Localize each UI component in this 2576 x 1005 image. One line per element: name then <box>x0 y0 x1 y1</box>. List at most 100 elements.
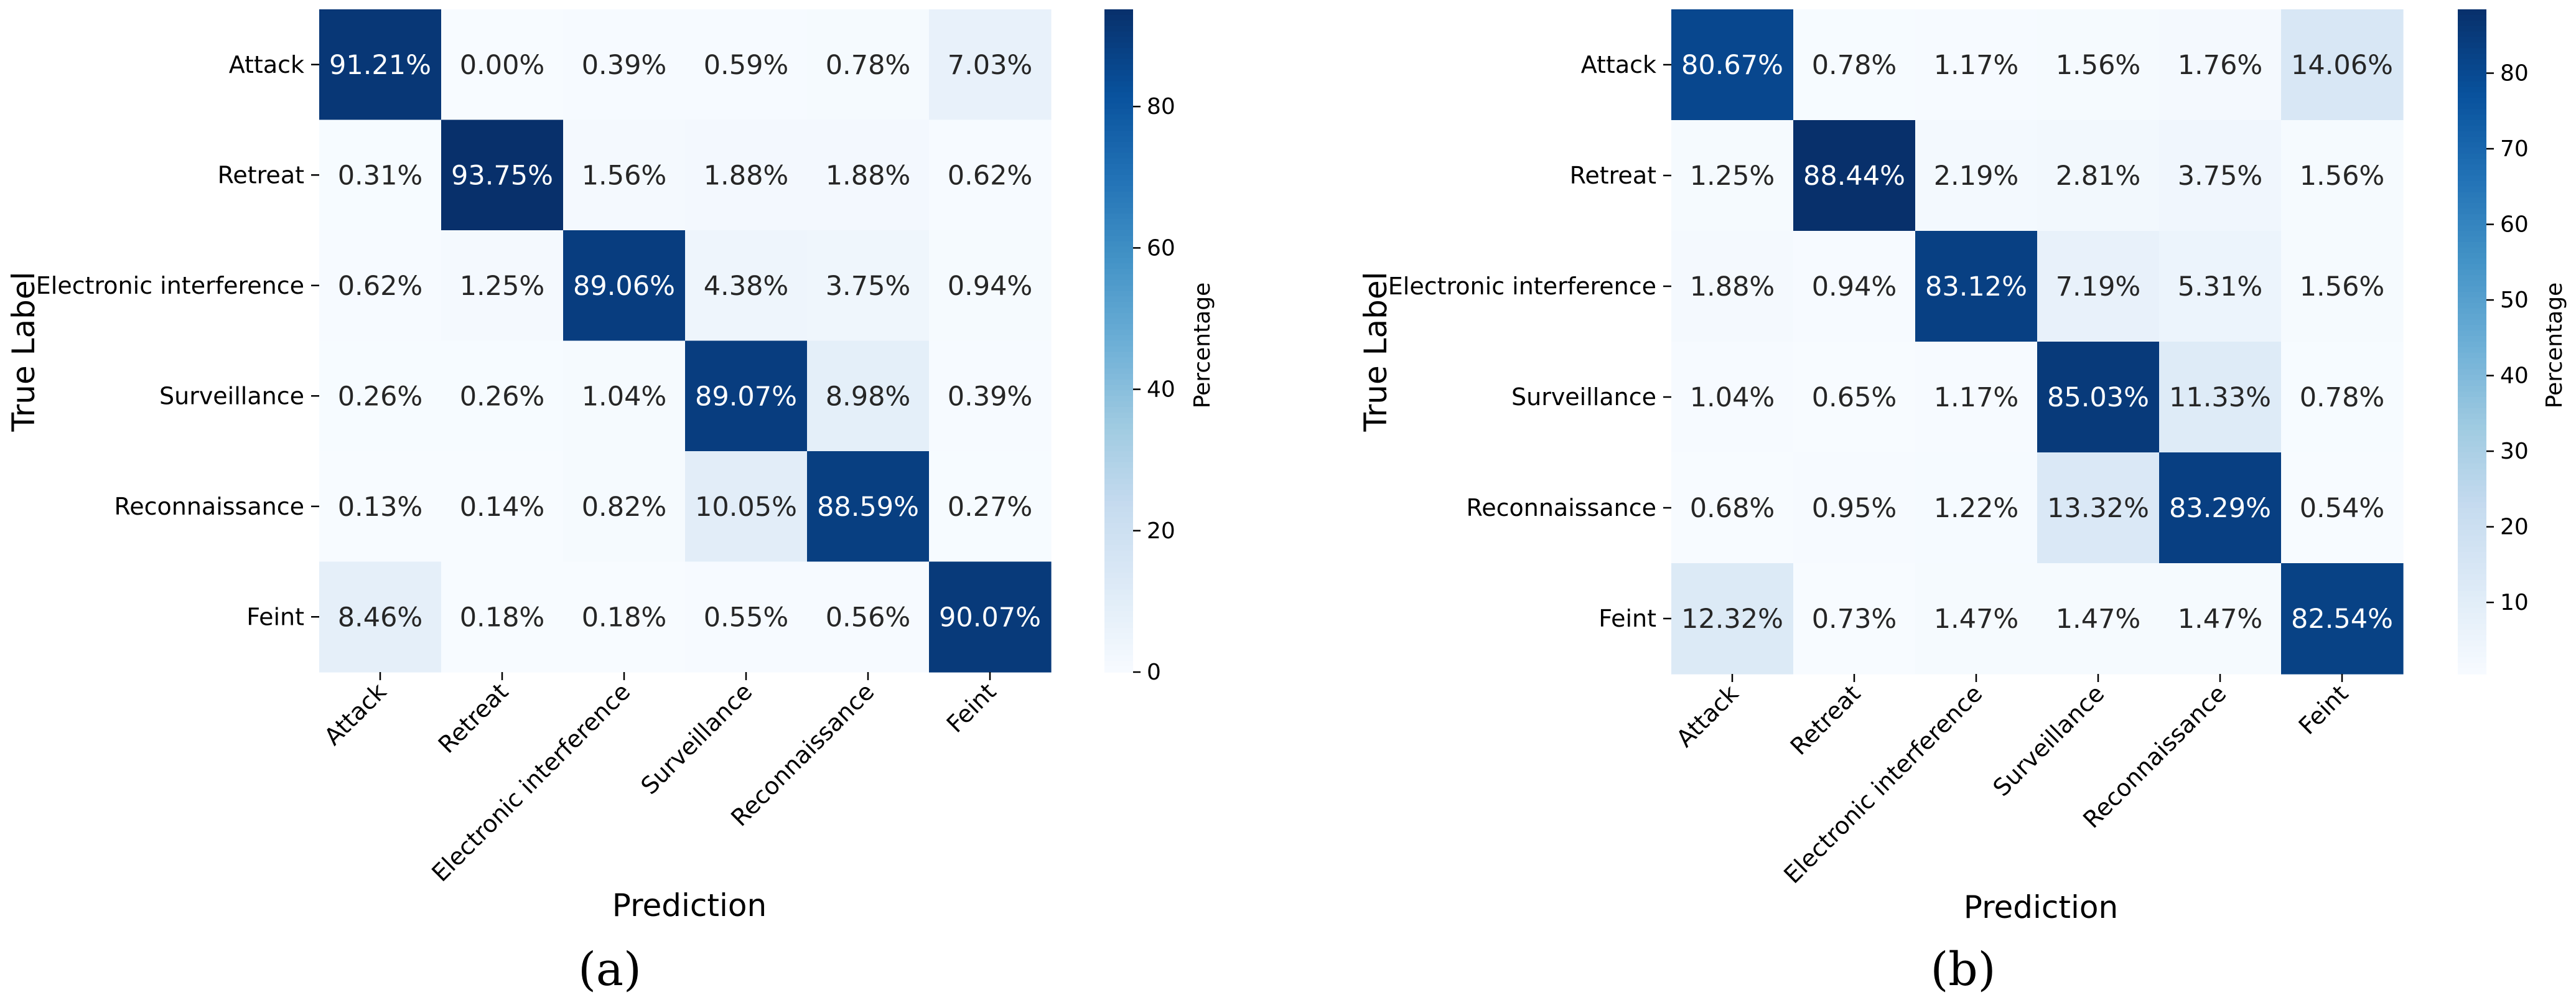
cell-value-labels: 80.67% 0.78% 1.17% 1.56% 1.76% 14.06% 1.25% 88.… <box>1681 50 2393 635</box>
colorbar-strip <box>1104 617 1133 623</box>
colorbar-strip <box>1104 202 1133 209</box>
heatmap-cell <box>2037 563 2160 675</box>
colorbar-strip <box>1104 500 1133 507</box>
colorbar-strip <box>2458 264 2486 271</box>
colorbar-strip <box>2458 302 2486 309</box>
colorbar-strip <box>2458 574 2486 581</box>
colorbar-strip <box>1104 561 1133 568</box>
colorbar-strip <box>1104 213 1133 220</box>
colorbar-strip <box>2458 613 2486 619</box>
colorbar-strip <box>1104 225 1133 231</box>
heatmap-cell <box>2159 563 2282 675</box>
y-axis-ticks: Attack Retreat Electronic interference Surv… <box>1388 51 1671 632</box>
colorbar-strip <box>1104 528 1133 535</box>
colorbar-strip <box>1104 230 1133 236</box>
cell-value-label: 0.18% <box>582 602 667 633</box>
colorbar: 10 20 30 40 50 60 70 80 Percentage <box>2458 9 2567 675</box>
cell-value-label: 1.17% <box>1934 382 2019 413</box>
y-tick-label-retreat: Retreat <box>1570 162 1656 189</box>
colorbar-strip <box>2458 480 2486 487</box>
colorbar-tick-label: 80 <box>1147 94 1175 119</box>
colorbar-strip <box>1104 556 1133 563</box>
colorbar-strip <box>2458 286 2486 292</box>
colorbar-strip <box>1104 418 1133 424</box>
heatmap-cell <box>929 230 1052 342</box>
colorbar-strip <box>2458 281 2486 287</box>
colorbar-strip <box>2458 65 2486 71</box>
colorbar-strip <box>1104 86 1133 93</box>
heatmap-cell <box>2159 231 2282 342</box>
colorbar-strip <box>2458 103 2486 110</box>
heatmap-cell <box>1915 231 2038 342</box>
heatmap-cell <box>319 230 442 342</box>
heatmap-cell <box>1671 342 1794 453</box>
heatmap-cell <box>319 9 442 121</box>
cell-value-label: 89.06% <box>573 271 675 302</box>
colorbar-strip <box>2458 668 2486 675</box>
colorbar-strip <box>2458 186 2486 193</box>
colorbar-strip <box>2458 424 2486 431</box>
cell-value-label: 1.56% <box>2300 161 2385 192</box>
colorbar-tick-label: 50 <box>2500 287 2529 313</box>
cell-value-label: 85.03% <box>2047 382 2149 413</box>
colorbar-strip <box>2458 325 2486 331</box>
heatmap-cell <box>929 119 1052 231</box>
cell-value-label: 0.31% <box>338 160 423 191</box>
colorbar-strip <box>2458 347 2486 353</box>
colorbar-label: Percentage <box>2542 283 2567 409</box>
colorbar-strip <box>1104 114 1133 121</box>
colorbar-strip <box>1104 506 1133 513</box>
colorbar-strip <box>1104 285 1133 292</box>
colorbar-strip <box>2458 164 2486 171</box>
heatmap-cell <box>685 119 808 231</box>
cell-value-label: 83.12% <box>1925 271 2027 302</box>
heatmap-cell <box>1793 342 1916 453</box>
colorbar-strip <box>1104 633 1133 640</box>
heatmap-cell <box>563 230 686 342</box>
colorbar-strip <box>1104 600 1133 607</box>
heatmap-cell <box>319 451 442 563</box>
colorbar-strip <box>1104 517 1133 524</box>
heatmap-cell <box>2037 231 2160 342</box>
colorbar-strip <box>1104 523 1133 530</box>
colorbar-strip <box>1104 655 1133 662</box>
colorbar-strip <box>1104 534 1133 540</box>
cell-value-label: 0.78% <box>1812 50 1897 81</box>
colorbar-strip <box>2458 241 2486 248</box>
colorbar-strip <box>1104 186 1133 192</box>
colorbar-strip <box>1104 611 1133 618</box>
cell-value-label: 5.31% <box>2178 271 2263 302</box>
colorbar-tick-label: 30 <box>2500 439 2529 464</box>
heatmap-cell <box>2159 452 2282 564</box>
colorbar-strip <box>2458 386 2486 392</box>
colorbar-strip <box>2458 541 2486 548</box>
colorbar-strip <box>1104 269 1133 275</box>
colorbar-strip <box>1104 650 1133 657</box>
cell-value-label: 0.14% <box>460 492 545 523</box>
colorbar-strip <box>2458 408 2486 414</box>
colorbar-strip <box>2458 253 2486 259</box>
colorbar-strip <box>1104 119 1133 126</box>
heatmap-cell <box>2159 120 2282 231</box>
colorbar-strip <box>2458 75 2486 82</box>
colorbar-strip <box>2458 147 2486 154</box>
cell-value-label: 1.22% <box>1934 493 2019 524</box>
colorbar-strip <box>2458 568 2486 575</box>
colorbar-strip <box>2458 646 2486 653</box>
colorbar-strip <box>1104 363 1133 369</box>
cell-value-label: 7.19% <box>2056 271 2141 302</box>
colorbar-strip <box>2458 602 2486 608</box>
colorbar-tick-label: 20 <box>1147 518 1175 544</box>
cell-value-label: 0.39% <box>948 381 1033 412</box>
y-tick-label-attack: Attack <box>1581 51 1656 78</box>
heatmap-cell <box>1915 563 2038 675</box>
colorbar-strip <box>1104 357 1133 363</box>
colorbar-strip <box>2458 624 2486 630</box>
colorbar-strip <box>2458 436 2486 442</box>
colorbar-strip <box>2458 269 2486 276</box>
cell-value-label: 1.76% <box>2178 50 2263 81</box>
heatmap-cell <box>1671 120 1794 231</box>
heatmap-cell <box>1671 452 1794 564</box>
colorbar-strip <box>2458 54 2486 60</box>
